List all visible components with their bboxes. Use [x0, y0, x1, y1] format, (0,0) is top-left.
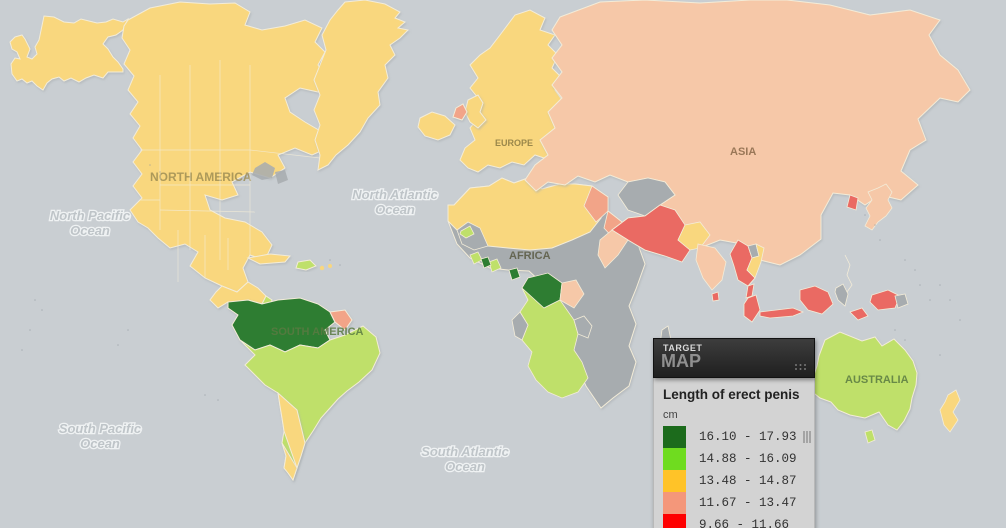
svg-text:ASIA: ASIA — [730, 146, 756, 158]
svg-text:Ocean: Ocean — [70, 223, 110, 238]
svg-text:NORTH AMERICA: NORTH AMERICA — [150, 170, 252, 184]
svg-text:SOUTH AMERICA: SOUTH AMERICA — [271, 326, 364, 338]
svg-text:South Atlantic: South Atlantic — [421, 444, 509, 459]
svg-text:EUROPE: EUROPE — [495, 138, 533, 148]
svg-text:Ocean: Ocean — [80, 436, 120, 451]
svg-text:North Pacific: North Pacific — [50, 208, 131, 223]
svg-text:AUSTRALIA: AUSTRALIA — [845, 374, 909, 386]
svg-text:AFRICA: AFRICA — [509, 250, 551, 262]
svg-text:Ocean: Ocean — [375, 202, 415, 217]
svg-text:North Atlantic: North Atlantic — [352, 187, 438, 202]
svg-text:Ocean: Ocean — [445, 459, 485, 474]
svg-text:South Pacific: South Pacific — [59, 421, 142, 436]
